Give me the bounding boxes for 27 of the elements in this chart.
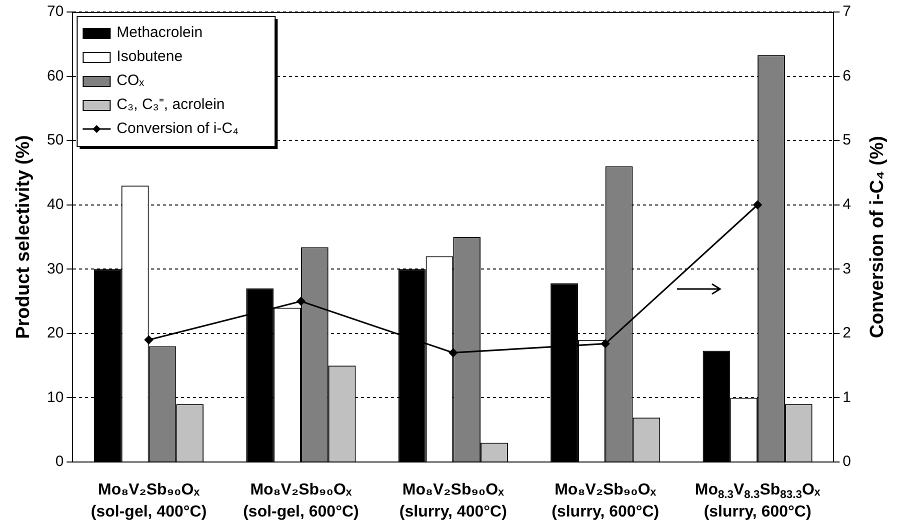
y-tick-label: 20 (46, 324, 64, 342)
y-tick-label: 60 (46, 67, 64, 84)
x-tick-label: Mo₈V₂Sb₉₀Oₓ (slurry, 400°C) (399, 481, 507, 520)
y2-tick-label: 2 (842, 324, 851, 342)
y-tick-label: 0 (55, 453, 64, 470)
y-tick-label: 10 (46, 388, 64, 406)
y-tick-label: 70 (46, 3, 64, 20)
y2-tick-label: 0 (842, 453, 851, 470)
x-tick-label: Mo₈V₂Sb₉₀Oₓ (sol-gel, 600°C) (243, 481, 359, 520)
y2-tick-label: 4 (842, 196, 851, 213)
y2-tick-label: 7 (842, 3, 851, 20)
y-tick-label: 50 (46, 132, 64, 149)
y2-tick-label: 1 (842, 388, 851, 406)
legend-label: COₓ (116, 72, 144, 90)
y2-tick-label: 3 (842, 260, 851, 278)
x-tick-label: Mo₈V₂Sb₉₀Oₓ (slurry, 600°C) (552, 481, 660, 520)
y-tick-label: 40 (46, 196, 64, 213)
y2-tick-label: 5 (842, 132, 851, 149)
legend-label: Methacrolein (116, 24, 203, 42)
legend-label: Conversion of i-C₄ (116, 120, 239, 138)
legend-label: C₃, C₃⁼, acrolein (116, 96, 225, 114)
y2-tick-label: 6 (842, 67, 851, 84)
legend-label: Isobutene (116, 48, 183, 66)
y-axis-title: Product selectivity (%) (13, 135, 34, 339)
y2-axis-title: Conversion of i-C₄ (%) (867, 136, 888, 338)
y-tick-label: 30 (46, 260, 64, 278)
x-tick-label: Mo₈V₂Sb₉₀Oₓ (sol-gel, 400°C) (90, 481, 207, 520)
